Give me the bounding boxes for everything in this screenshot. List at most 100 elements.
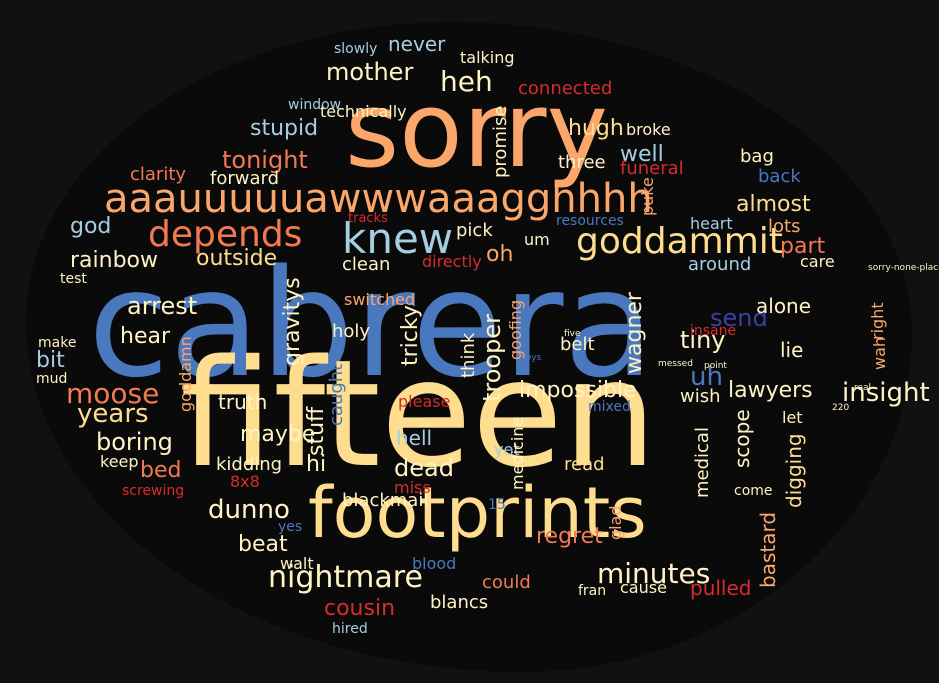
word-rainbow: rainbow xyxy=(70,248,158,273)
word-technically: technically xyxy=(320,102,407,121)
word-8x8: 8x8 xyxy=(230,472,260,491)
word-nightmare: nightmare xyxy=(268,560,423,595)
word-connected: connected xyxy=(518,78,613,99)
word-dead: dead xyxy=(394,454,454,482)
word-forward: forward xyxy=(210,168,280,189)
word-lawyers: gravitys xyxy=(280,277,305,366)
word-window: slowly xyxy=(334,41,378,57)
word-glad: glad xyxy=(606,505,625,540)
word-caught: caught xyxy=(326,363,347,426)
word-impossible: impossible xyxy=(519,378,637,403)
word-fifteen: fifteen xyxy=(180,328,657,500)
word-three: three xyxy=(558,152,606,173)
word-puke: broke xyxy=(626,120,671,139)
word-dunno: dunno xyxy=(208,495,290,525)
word-medical: medical xyxy=(692,427,713,498)
word-beat: beat xyxy=(238,532,288,557)
word-think: think xyxy=(458,332,479,378)
word-boring: boring xyxy=(96,428,173,456)
word-trooper: trooper xyxy=(478,314,506,402)
word-hear: hear xyxy=(120,324,171,349)
word-blackmail: blackmail xyxy=(342,490,429,511)
word-years: years xyxy=(77,399,149,429)
word-sorry: sorry xyxy=(345,69,609,191)
word-aaauuuuuawwwaaagghhhh: aaauuuuuawwwaaagghhhh xyxy=(104,176,653,222)
word-boys: real xyxy=(854,383,872,393)
word-regret: regret xyxy=(536,524,603,549)
word-tiny: tiny xyxy=(680,326,726,354)
word-back: back xyxy=(758,166,801,187)
word-five: boys xyxy=(520,353,542,363)
word-wah: wah xyxy=(870,336,889,370)
word-around: around xyxy=(688,254,752,275)
word-hi: hi xyxy=(306,452,327,477)
word-goddamn: goddamn xyxy=(176,336,195,412)
word-screwing: screwing xyxy=(122,483,185,499)
word-moose: moose xyxy=(66,377,160,410)
word-god: god xyxy=(70,214,112,239)
word-scope: scope xyxy=(730,409,754,468)
word-minutes: minutes xyxy=(597,557,711,590)
word-clarity: clarity xyxy=(130,164,187,185)
word-tricky: tricky xyxy=(398,305,423,366)
word-lie: lie xyxy=(780,338,804,362)
word-belt: belt xyxy=(560,334,595,355)
word-lots: lots xyxy=(768,216,801,237)
word-uh: uh xyxy=(690,362,723,392)
word-read: read xyxy=(564,454,605,475)
word-um: um xyxy=(524,230,550,249)
word-blood: blood xyxy=(412,554,457,573)
word-stuff: stuff xyxy=(304,406,329,456)
word-tonight: tonight xyxy=(222,146,308,174)
word-hell: hell xyxy=(396,426,433,450)
word-220: sorry-none-placeholder xyxy=(868,263,939,273)
word-wish: wish xyxy=(680,386,721,407)
word-mixed: mixed xyxy=(588,399,631,415)
word-bit: bit xyxy=(36,348,65,373)
word-medicine: medicine xyxy=(508,416,527,490)
word-walt: walt xyxy=(280,554,314,573)
word-send: send xyxy=(710,304,768,332)
word-broke: insane xyxy=(690,323,737,339)
word-bag: bag xyxy=(740,146,774,167)
word-bastard: bastard xyxy=(756,511,780,588)
word-promise: promise xyxy=(490,105,511,178)
word-knew: knew xyxy=(342,214,454,263)
word-please: please xyxy=(398,392,451,411)
word-oh: oh xyxy=(486,242,514,267)
word-keep: keep xyxy=(100,452,139,471)
word-digging: digging xyxy=(782,433,806,508)
cloud-shape xyxy=(26,22,912,672)
word-talking: window xyxy=(288,97,342,113)
word-arrest: arrest xyxy=(127,292,198,320)
word-tracks: hired xyxy=(332,621,368,637)
word-wagner: wagner xyxy=(622,292,647,374)
word-truth: truth xyxy=(218,390,268,414)
word-come: come xyxy=(734,483,773,499)
word-goddammit: goddammit xyxy=(576,221,783,262)
word-clean: clean xyxy=(342,254,391,275)
word-pulled: pulled xyxy=(690,576,752,600)
word-let: let xyxy=(782,408,803,427)
word-outside: outside xyxy=(196,246,278,271)
word-pick: pick xyxy=(456,220,493,241)
word-slowly: directly xyxy=(422,252,482,271)
word-real: 220 xyxy=(832,403,850,413)
word-hugh: hugh xyxy=(568,116,624,141)
word-could: could xyxy=(482,572,531,593)
word-yes: puke xyxy=(638,177,657,216)
word-kidding: kidding xyxy=(216,454,283,475)
word-miss: miss xyxy=(394,478,431,497)
word-cousin: cousin xyxy=(324,596,396,621)
word-footprints: footprints xyxy=(308,472,647,554)
word-test: talking xyxy=(460,48,515,67)
word-yet: yet xyxy=(494,440,520,459)
word-switched: mud xyxy=(36,371,68,387)
word-holy: holy xyxy=(332,321,371,342)
word-blancs: blancs xyxy=(430,592,489,613)
word-insight: insight xyxy=(842,378,930,408)
word-funeral: funeral xyxy=(620,158,684,179)
word-stupid: stupid xyxy=(250,116,319,141)
word-gravitys: lawyers xyxy=(728,378,813,403)
